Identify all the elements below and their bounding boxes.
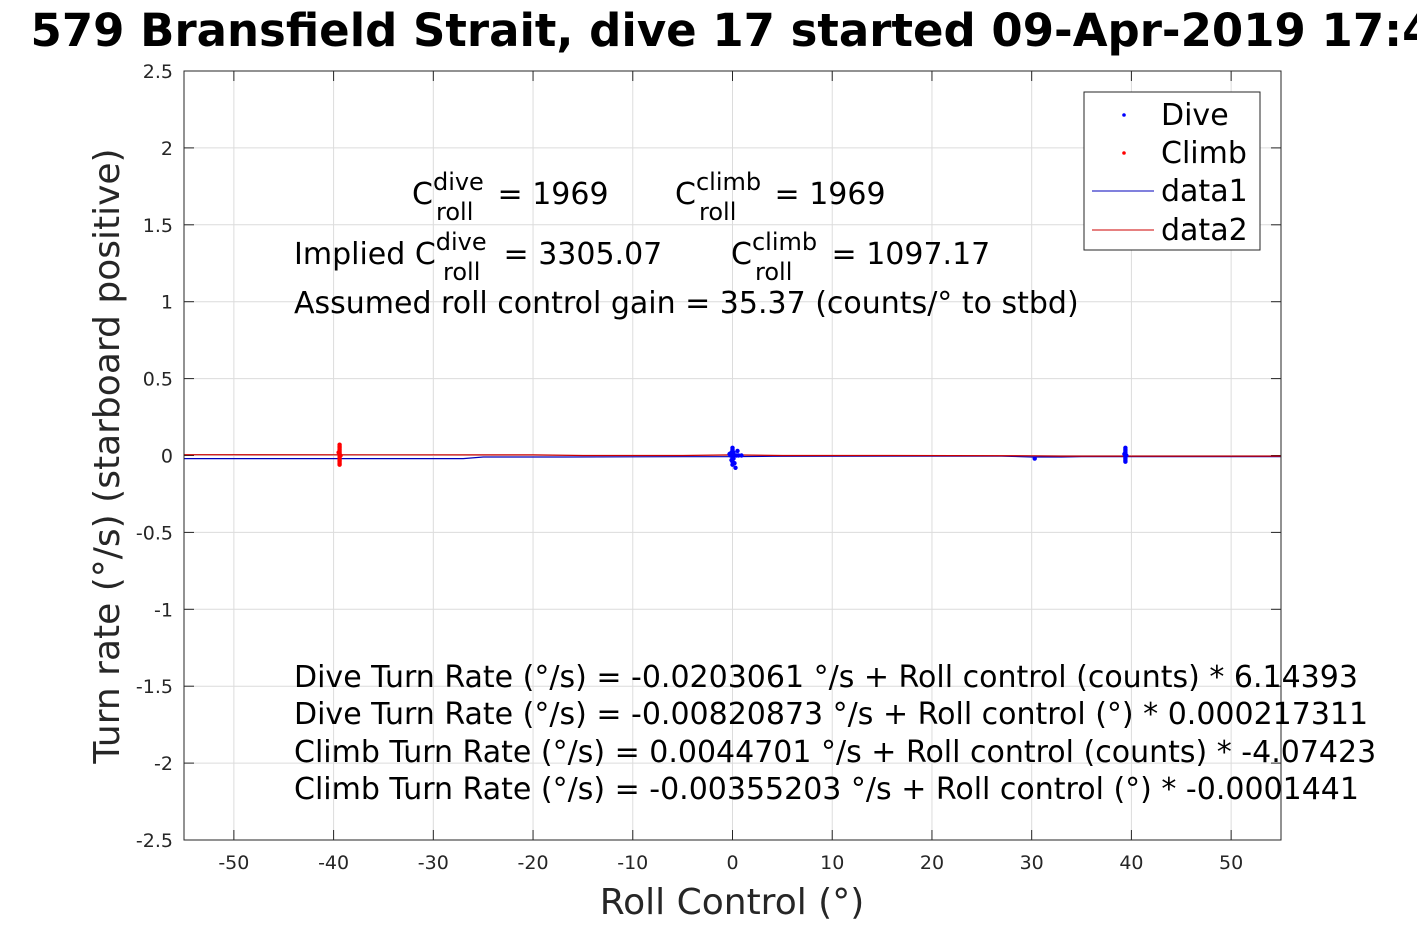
- x-tick-labels: -50 -40 -30 -20 -10 0 10 20 30 40 50: [218, 852, 1243, 874]
- y-tick-label: -1.5: [136, 676, 173, 698]
- y-tick-label: 0: [161, 446, 173, 468]
- climb-point: [336, 450, 341, 455]
- roll-gain-annotation: Assumed roll control gain = 35.37 (count…: [294, 286, 1079, 321]
- dive-point: [727, 451, 732, 457]
- dive-point: [1032, 456, 1037, 461]
- y-tick-label: -2.5: [136, 830, 173, 852]
- x-tick-label: 30: [1020, 852, 1044, 874]
- x-tick-label: -10: [617, 852, 648, 874]
- dive-point: [739, 453, 744, 458]
- x-tick-label: -50: [218, 852, 249, 874]
- y-tick-label: 0.5: [143, 369, 173, 391]
- y-tick-label: -1: [154, 599, 173, 621]
- plot-border: [183, 70, 1282, 841]
- fit-equations: Dive Turn Rate (°/s) = -0.0203061 °/s + …: [294, 660, 1376, 807]
- implied-c-climb-annotation: Cclimb roll = 1097.17: [731, 228, 990, 286]
- dive-fit-degrees: Dive Turn Rate (°/s) = -0.00820873 °/s +…: [294, 697, 1368, 732]
- chart-title: 579 Bransfield Strait, dive 17 started 0…: [31, 4, 1417, 57]
- x-tick-label: 40: [1119, 852, 1143, 874]
- y-tick-label: 2: [161, 138, 173, 160]
- y-tick-label: -2: [154, 753, 173, 775]
- c-climb-roll-annotation: Cclimb roll = 1969: [675, 168, 886, 226]
- y-tick-label: 1.5: [143, 215, 173, 237]
- y-tick-label: -0.5: [136, 522, 173, 544]
- legend-data2-label: data2: [1161, 213, 1248, 248]
- dive-fit-counts: Dive Turn Rate (°/s) = -0.0203061 °/s + …: [294, 660, 1358, 695]
- legend-dive-marker: [1122, 113, 1126, 117]
- dive-point: [1122, 451, 1127, 457]
- legend-data1-label: data1: [1161, 174, 1248, 209]
- legend-box: [1083, 91, 1261, 251]
- legend-dive-label: Dive: [1161, 98, 1229, 133]
- dive-point: [1123, 459, 1128, 464]
- series-line-data2: [183, 454, 1281, 457]
- legend-climb-label: Climb: [1161, 136, 1247, 171]
- legend: Dive Climb data1 data2: [1083, 91, 1261, 251]
- legend-climb-marker: [1122, 151, 1126, 155]
- x-tick-label: -30: [418, 852, 449, 874]
- climb-fit-degrees: Climb Turn Rate (°/s) = -0.00355203 °/s …: [294, 772, 1359, 807]
- y-tick-labels: 2.5 2 1.5 1 0.5 0 -0.5 -1 -1.5 -2 -2.5: [136, 61, 173, 852]
- series-line-data1: [184, 455, 1281, 460]
- c-dive-roll-annotation: Cdive roll = 1969: [412, 168, 609, 226]
- implied-c-dive-annotation: Implied Cdive roll = 3305.07: [294, 228, 662, 286]
- x-tick-label: 50: [1219, 852, 1243, 874]
- y-axis-label: Turn rate (°/s) (starboard positive): [87, 148, 128, 764]
- dive-point: [730, 462, 735, 467]
- y-tick-label: 2.5: [143, 61, 173, 83]
- climb-point: [337, 462, 342, 467]
- climb-fit-counts: Climb Turn Rate (°/s) = 0.0044701 °/s + …: [294, 735, 1376, 770]
- y-tick-label: 1: [161, 292, 173, 314]
- x-tick-label: -20: [518, 852, 549, 874]
- coefficient-annotations: Cdive roll = 1969 Cclimb roll = 1969 Impli…: [294, 168, 1079, 321]
- x-tick-label: 20: [920, 852, 944, 874]
- dive-point: [733, 465, 738, 470]
- x-axis-label: Roll Control (°): [600, 882, 865, 923]
- x-tick-label: 0: [726, 852, 738, 874]
- plot-content: [183, 442, 1281, 470]
- dive-point: [735, 448, 740, 454]
- x-tick-label: 10: [820, 852, 844, 874]
- x-tick-label: -40: [318, 852, 349, 874]
